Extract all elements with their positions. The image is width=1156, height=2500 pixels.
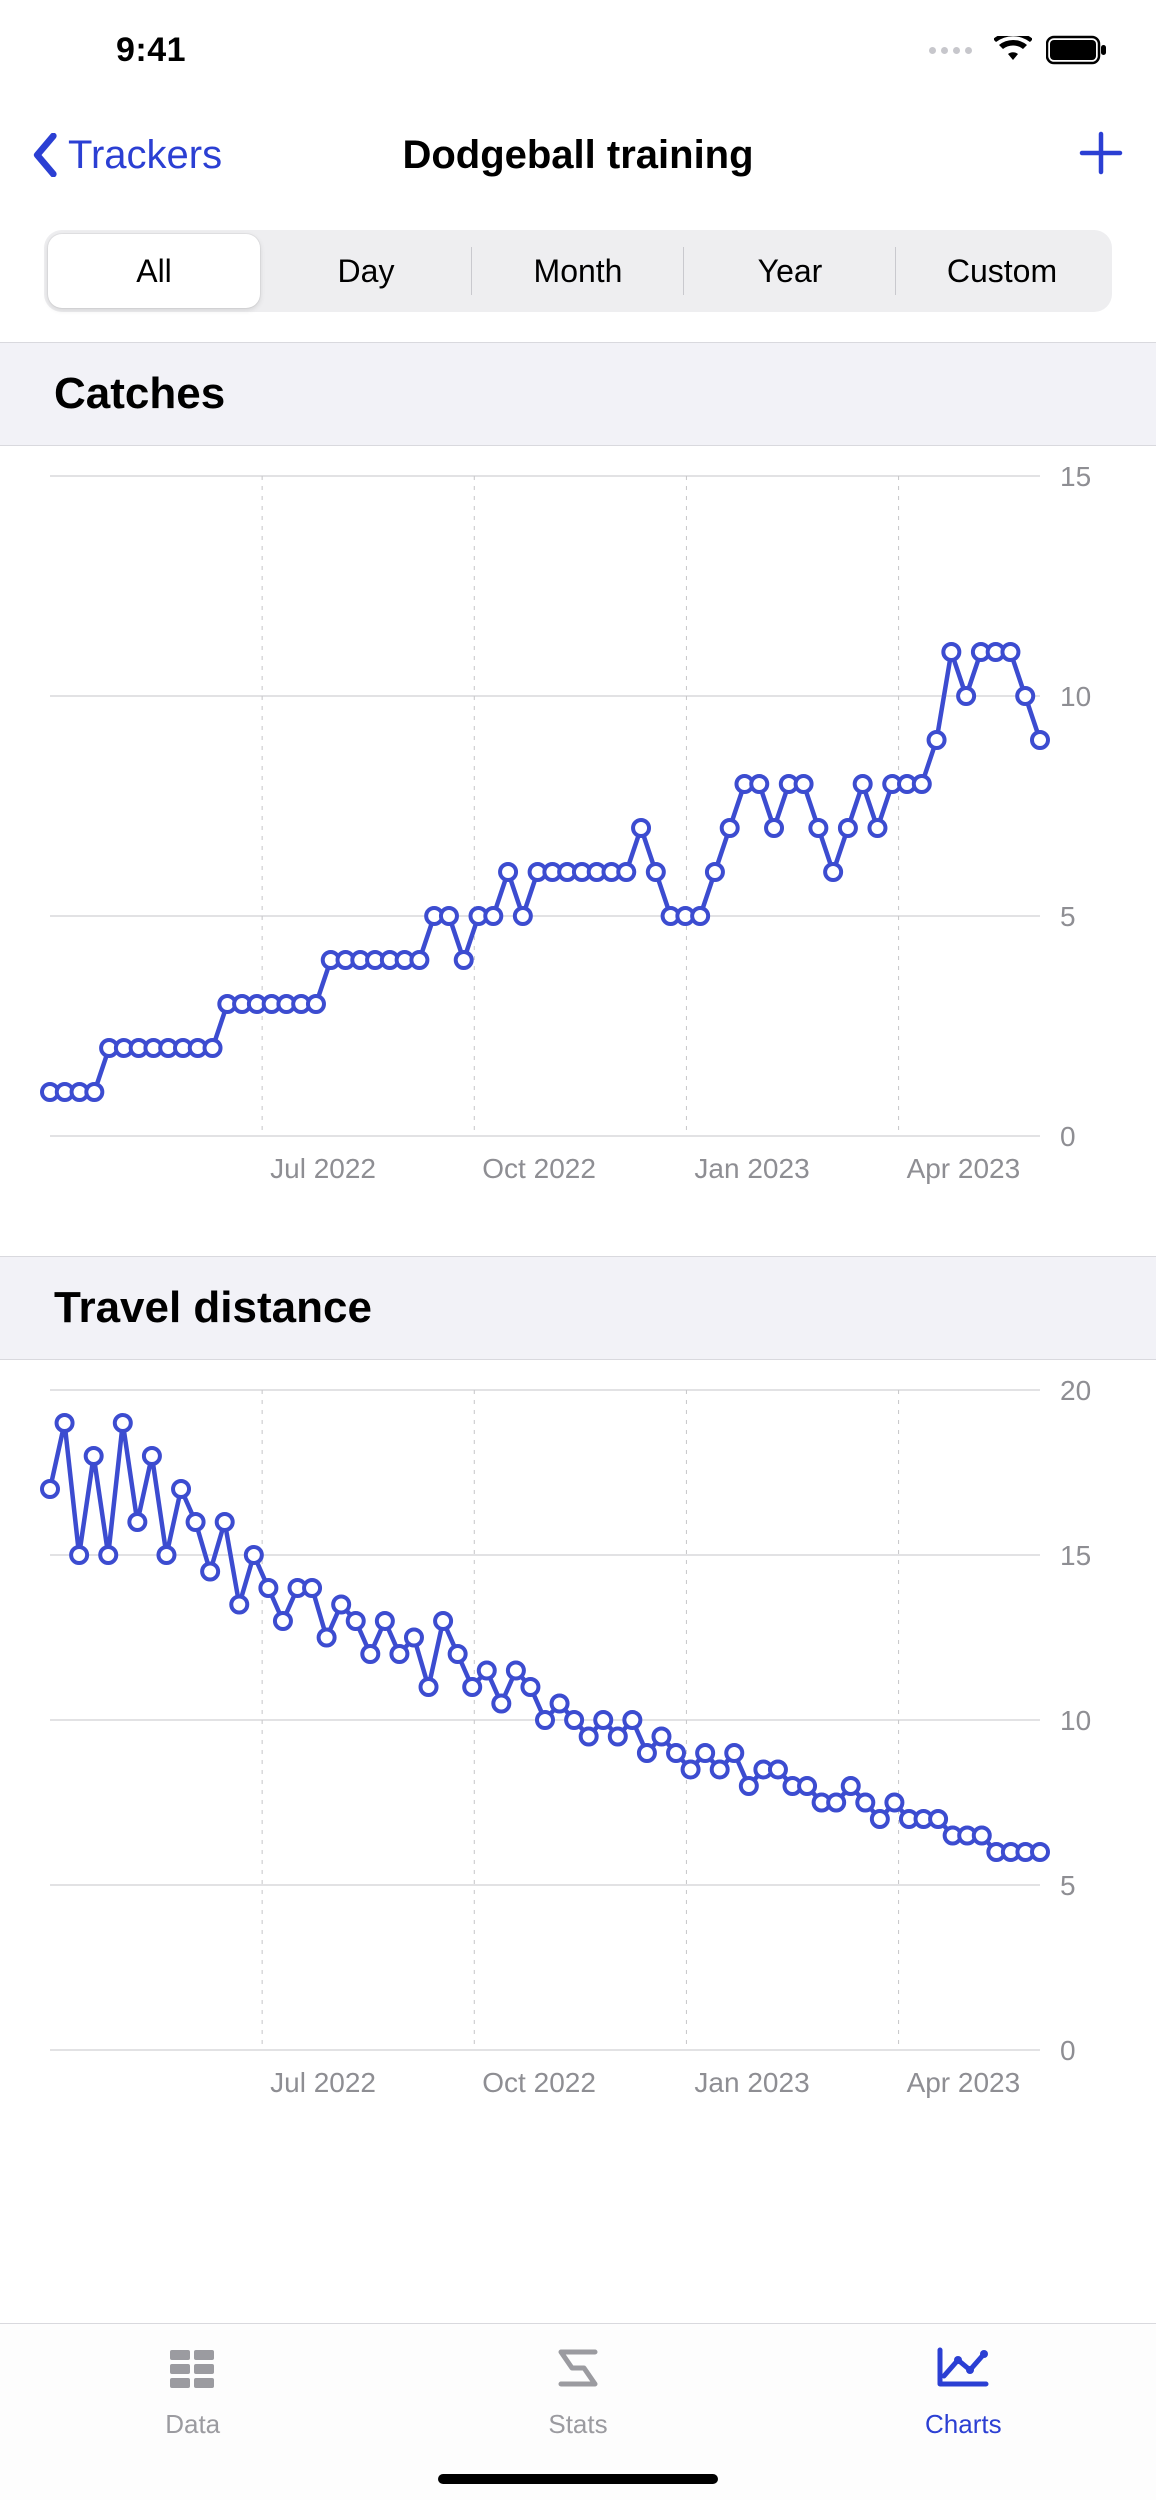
svg-text:Apr 2023: Apr 2023 [907,2067,1021,2098]
tab-data[interactable]: Data [0,2342,385,2474]
tab-stats[interactable]: Stats [385,2342,770,2474]
svg-text:0: 0 [1060,2035,1076,2066]
tab-charts[interactable]: Charts [771,2342,1156,2474]
status-bar: 9:41 [0,0,1156,100]
svg-text:10: 10 [1060,681,1091,712]
segment-year[interactable]: Year [684,234,896,308]
chart-catches[interactable]: 0 5 10 15 Jul 2022 Oct 2022 Jan 2023 Apr 2023 [0,446,1156,1216]
segment-label: Year [758,253,823,290]
time-range-control: All Day Month Year Custom [0,210,1156,342]
svg-text:10: 10 [1060,1705,1091,1736]
back-button[interactable]: Trackers [32,133,222,178]
svg-text:Oct 2022: Oct 2022 [482,1153,596,1184]
segment-label: Custom [947,253,1057,290]
tab-label: Data [165,2409,220,2440]
svg-text:Jul 2022: Jul 2022 [270,2067,376,2098]
svg-text:Jan 2023: Jan 2023 [694,2067,809,2098]
data-icon [164,2342,222,2399]
tab-bar: Data Stats Charts [0,2323,1156,2500]
segment-label: Month [534,253,623,290]
segment-label: All [136,253,172,290]
tab-label: Stats [548,2409,607,2440]
chart-card-travel: Travel distance 0 5 10 15 20 Jul 2022 Oct 2022 J… [0,1256,1156,2130]
stats-icon [549,2342,607,2399]
svg-text:20: 20 [1060,1375,1091,1406]
chevron-left-icon [32,133,60,177]
svg-text:5: 5 [1060,901,1076,932]
svg-text:15: 15 [1060,461,1091,492]
segment-custom[interactable]: Custom [896,234,1108,308]
cellular-dots-icon [929,47,972,54]
back-label: Trackers [68,133,222,178]
svg-text:Oct 2022: Oct 2022 [482,2067,596,2098]
chart-title: Catches [0,342,1156,446]
chart-title: Travel distance [0,1256,1156,1360]
svg-text:Jan 2023: Jan 2023 [694,1153,809,1184]
home-indicator [438,2474,718,2484]
svg-text:15: 15 [1060,1540,1091,1571]
battery-icon [1046,35,1108,65]
wifi-icon [994,36,1032,64]
svg-text:5: 5 [1060,1870,1076,1901]
plus-icon [1078,130,1124,176]
navigation-bar: Trackers Dodgeball training [0,100,1156,210]
chart-travel[interactable]: 0 5 10 15 20 Jul 2022 Oct 2022 Jan 2023 Apr 2023 [0,1360,1156,2130]
svg-text:0: 0 [1060,1121,1076,1152]
tab-label: Charts [925,2409,1002,2440]
segment-day[interactable]: Day [260,234,472,308]
charts-icon [934,2342,992,2399]
segmented-control: All Day Month Year Custom [44,230,1112,312]
status-indicators [929,35,1108,65]
chart-card-catches: Catches 0 5 10 15 Jul 2022 Oct 2022 Jan 2023 Apr… [0,342,1156,1216]
segment-all[interactable]: All [48,234,260,308]
segment-month[interactable]: Month [472,234,684,308]
add-button[interactable] [1078,130,1124,181]
status-time: 9:41 [116,31,186,70]
segment-label: Day [338,253,395,290]
svg-text:Jul 2022: Jul 2022 [270,1153,376,1184]
svg-text:Apr 2023: Apr 2023 [907,1153,1021,1184]
